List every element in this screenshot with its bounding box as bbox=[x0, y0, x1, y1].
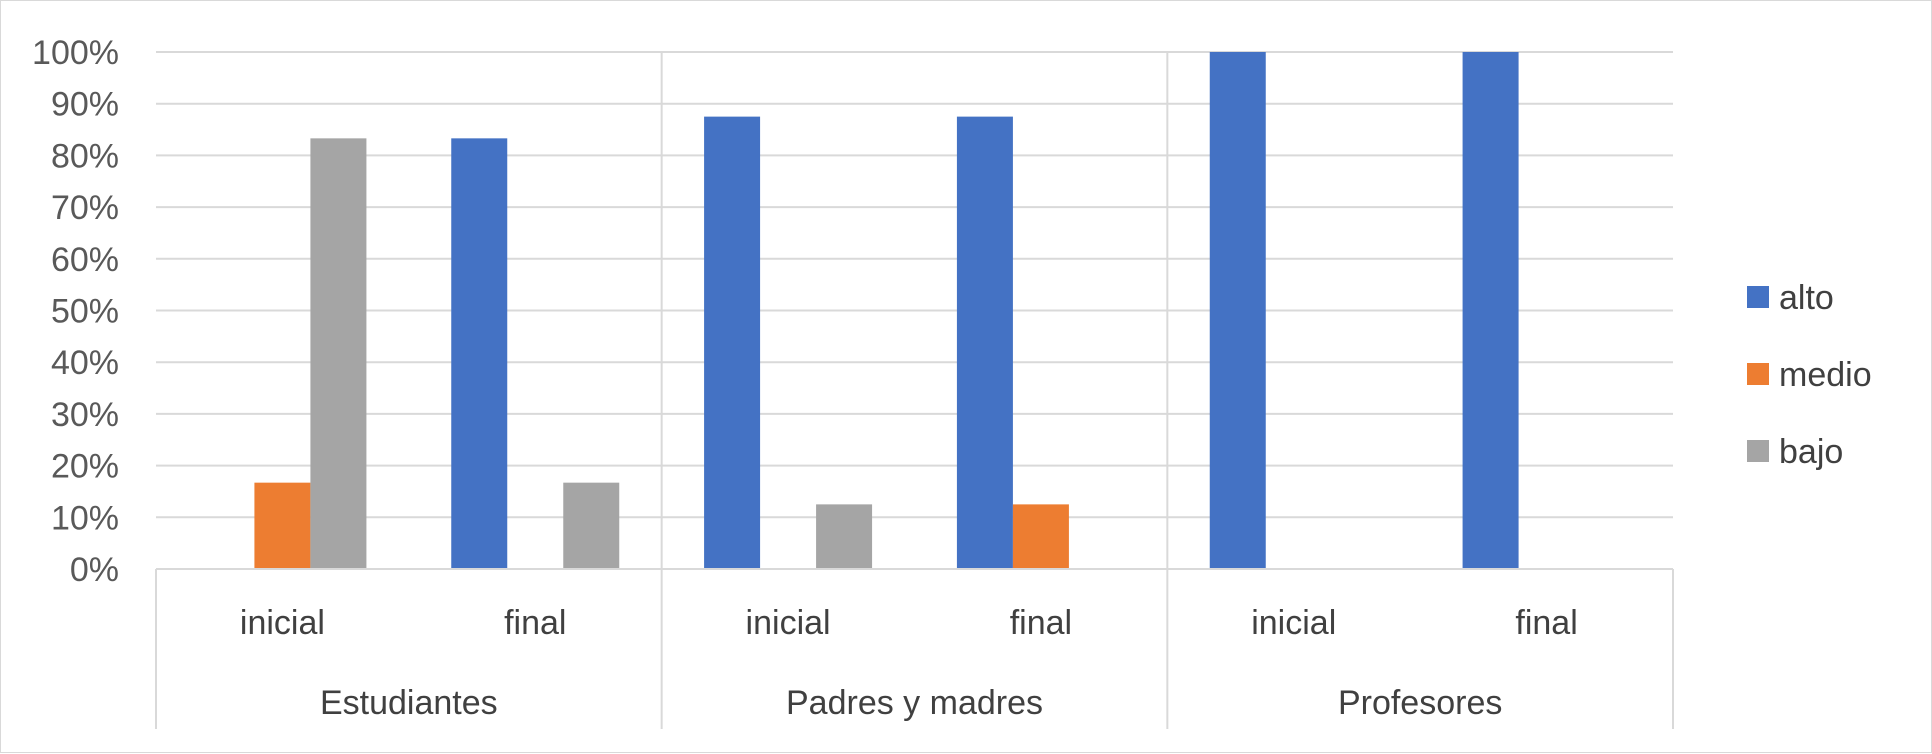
legend-label-bajo: bajo bbox=[1779, 433, 1843, 471]
legend-swatch-bajo bbox=[1747, 440, 1769, 462]
y-tick-label: 20% bbox=[51, 448, 119, 486]
y-tick-label: 80% bbox=[51, 137, 119, 175]
category-label: final bbox=[504, 604, 566, 642]
bar-bajo bbox=[816, 504, 873, 569]
category-label: final bbox=[1010, 604, 1072, 642]
y-tick-label: 0% bbox=[70, 551, 119, 589]
y-tick-label: 100% bbox=[32, 34, 119, 72]
bar-alto bbox=[956, 116, 1013, 569]
group-labels: Estudiantes Padres y madres Profesores bbox=[320, 684, 1502, 722]
y-tick-label: 60% bbox=[51, 241, 119, 279]
legend-swatch-medio bbox=[1747, 363, 1769, 385]
group-label: Profesores bbox=[1338, 684, 1502, 722]
category-label: final bbox=[1515, 604, 1577, 642]
category-label: inicial bbox=[746, 604, 831, 642]
category-label: inicial bbox=[240, 604, 325, 642]
y-tick-label: 70% bbox=[51, 189, 119, 227]
category-label: inicial bbox=[1251, 604, 1336, 642]
y-tick-label: 10% bbox=[51, 499, 119, 537]
bar-alto bbox=[451, 138, 508, 570]
bar-medio bbox=[1012, 504, 1069, 569]
bar-bajo bbox=[310, 138, 367, 570]
y-tick-label: 90% bbox=[51, 86, 119, 124]
y-tick-label: 50% bbox=[51, 293, 119, 331]
y-axis-tick-labels: 0% 10% 20% 30% 40% 50% 60% 70% 80% 90% 100% bbox=[32, 34, 119, 589]
legend-label-medio: medio bbox=[1779, 356, 1872, 394]
bar-alto bbox=[704, 116, 761, 569]
y-tick-label: 30% bbox=[51, 396, 119, 434]
bars bbox=[254, 52, 1519, 570]
bar-alto bbox=[1209, 52, 1266, 569]
gridlines bbox=[156, 51, 1673, 519]
bar-alto bbox=[1462, 52, 1519, 569]
category-labels: inicial final inicial final inicial final bbox=[240, 604, 1578, 642]
y-tick-label: 40% bbox=[51, 344, 119, 382]
group-separators bbox=[155, 52, 1674, 729]
group-label: Padres y madres bbox=[786, 684, 1043, 722]
legend: alto medio bajo bbox=[1747, 279, 1872, 471]
group-label: Estudiantes bbox=[320, 684, 498, 722]
legend-label-alto: alto bbox=[1779, 279, 1834, 317]
legend-swatch-alto bbox=[1747, 286, 1769, 308]
bar-medio bbox=[254, 482, 311, 569]
bar-bajo bbox=[563, 482, 620, 569]
